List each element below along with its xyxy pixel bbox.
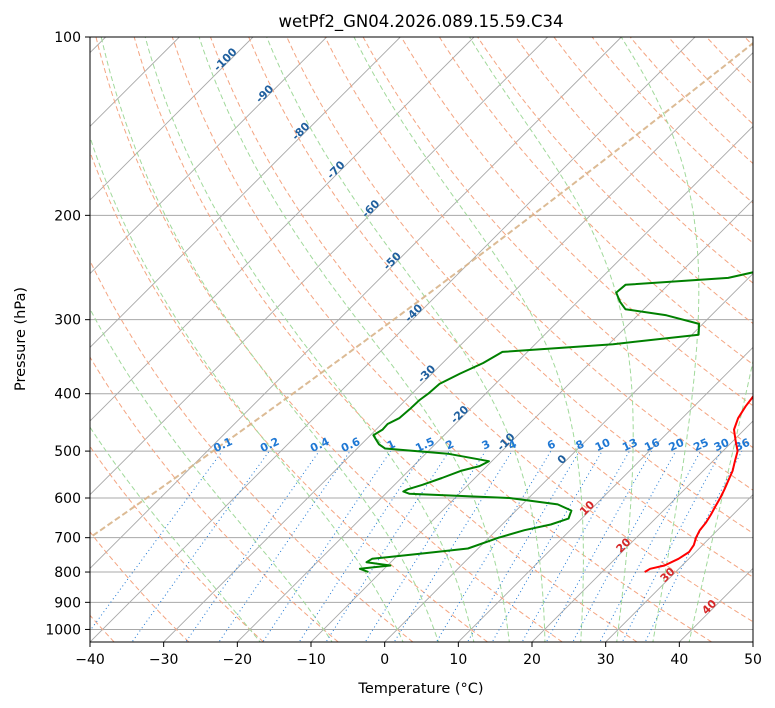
x-tick-label: 30 <box>597 652 615 668</box>
dry-adiabat-line <box>90 531 190 642</box>
isotherm-line <box>90 37 548 496</box>
moist-adiabat-line <box>90 135 404 642</box>
mixing-ratio-line <box>521 450 630 642</box>
mixing-ratio-line <box>185 450 320 642</box>
dry-adiabat-line <box>95 37 563 642</box>
y-tick-label: 600 <box>54 491 81 507</box>
mixing-ratio-label: 10 <box>593 436 613 454</box>
moist-adiabat-line <box>100 37 440 642</box>
profiles <box>358 271 753 573</box>
mixing-ratio-line <box>491 450 603 642</box>
mixing-ratio-line <box>599 450 701 642</box>
mixing-ratio-label: 20 <box>667 436 687 454</box>
axes: −40 −30 −20 −10 0 10 20 30 40 50 100 200 300 400 500 60… <box>45 30 762 668</box>
mixing-ratio-line <box>435 450 552 642</box>
mixing-ratio-line <box>298 450 425 642</box>
dewpoint-profile-line <box>358 271 753 573</box>
moist-adiabat-line <box>144 37 475 642</box>
plot-background <box>90 37 753 642</box>
y-tick-label: 700 <box>54 531 81 547</box>
y-tick-label: 800 <box>54 565 81 581</box>
dry-adiabat-line <box>324 37 753 491</box>
y-tick-label: 500 <box>54 444 81 460</box>
y-tick-label: 1000 <box>45 622 81 638</box>
mixing-ratio-line <box>644 450 743 642</box>
dry-adiabat-line <box>133 37 638 642</box>
chart-title: wetPf2_GN04.2026.089.15.59.C34 <box>279 12 564 32</box>
isotherm-line <box>90 37 622 569</box>
x-tick-label: −20 <box>223 652 253 668</box>
x-tick-label: −30 <box>149 652 179 668</box>
mixing-ratio-label: 25 <box>691 436 710 454</box>
dry-adiabat-line <box>591 37 753 204</box>
dry-adiabat-line <box>438 37 753 365</box>
y-tick-label: 900 <box>54 595 81 611</box>
mixing-ratio-line <box>621 450 722 642</box>
isotherm-line <box>752 641 753 642</box>
x-tick-label: −40 <box>75 652 105 668</box>
isotherm-line <box>163 52 753 642</box>
x-tick-label: −10 <box>296 652 326 668</box>
dry-adiabat-line <box>248 37 753 578</box>
dry-adiabat-line <box>210 37 753 623</box>
y-tick-label: 400 <box>54 387 81 403</box>
saturation-curve-line <box>90 41 753 539</box>
y-tick-label: 100 <box>54 30 81 46</box>
mixing-ratio-label: 13 <box>620 436 639 454</box>
plot-frame <box>89 36 754 643</box>
y-tick-label: 300 <box>54 313 81 329</box>
x-tick-label: 40 <box>670 652 688 668</box>
moist-adiabat-line <box>266 37 546 642</box>
mixing-ratio-line <box>218 450 351 642</box>
dry-adiabat-line <box>171 37 712 642</box>
moist-adiabat-line <box>469 37 634 642</box>
isotherm-line <box>458 346 753 642</box>
mixing-ratio-line <box>545 450 653 642</box>
moist-adiabat-line <box>353 37 584 642</box>
isotherm-line <box>90 37 696 642</box>
isotherm-line <box>90 37 475 422</box>
moist-adiabat-line <box>198 37 510 642</box>
x-tick-label: 20 <box>523 652 541 668</box>
background-lines <box>90 37 753 642</box>
moist-adiabat-line <box>688 358 753 642</box>
moist-adiabat-line <box>620 37 700 642</box>
isotherm-line <box>90 37 401 348</box>
x-tick-label: 0 <box>380 652 389 668</box>
dry-adiabat-line <box>400 37 753 407</box>
isotherm-line <box>605 494 753 642</box>
mixing-ratio-line <box>572 450 677 642</box>
moist-adiabat-line <box>90 426 261 642</box>
y-axis-label: Pressure (hPa) <box>13 287 29 391</box>
dry-adiabat-line <box>90 150 488 642</box>
dry-adiabat-line <box>553 37 753 244</box>
isotherm-line <box>90 37 254 201</box>
isotherm-line <box>237 125 753 642</box>
moist-adiabat-line <box>90 308 333 642</box>
dry-adiabat-line <box>477 37 753 325</box>
mixing-ratio-label: 16 <box>642 436 662 454</box>
dry-adiabat-line <box>90 356 339 642</box>
mixing-ratio-label: 30 <box>712 436 732 454</box>
isotherm-line <box>90 37 327 275</box>
x-tick-label: 50 <box>744 652 762 668</box>
dry-adiabat-line <box>286 37 753 534</box>
x-axis-label: Temperature (°C) <box>357 681 483 697</box>
x-tick-label: 10 <box>449 652 467 668</box>
dry-adiabat-line <box>362 37 753 449</box>
isotherm-line <box>531 420 753 642</box>
temperature-profile-line <box>644 395 753 573</box>
isotherm-line <box>384 273 753 642</box>
dry-adiabat-line <box>90 259 414 642</box>
y-tick-label: 200 <box>54 208 81 224</box>
